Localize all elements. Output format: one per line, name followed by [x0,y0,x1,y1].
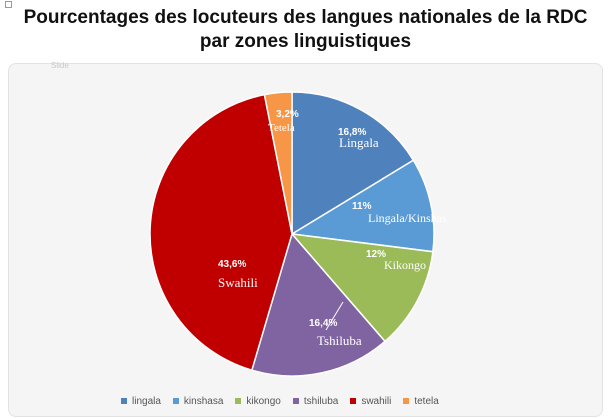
legend-item-kikongo: kikongo [235,395,281,407]
legend-label-tshiluba: tshiluba [303,395,339,407]
data-label-kikongo-percent: 12% [366,249,386,260]
selection-corner-handle [5,1,12,8]
pie-slices [149,91,435,377]
legend-swatch-kinshasa [172,398,179,404]
leader-line-tshiluba [325,301,344,331]
legend-swatch-lingala [121,398,127,404]
legend-label-tetela: tetela [414,395,439,407]
legend-item-kinshasa: kinshasa [172,395,224,407]
data-label-swahili-name: Swahili [218,275,258,290]
chart-title: Pourcentages des locuteurs des langues n… [0,6,611,54]
pie-slice-kinshasa [289,159,435,253]
pie-slice-tshiluba [250,232,387,377]
legend-swatch-swahili [350,398,357,404]
data-label-kinshasa-name: Lingala/Kinshas [368,211,447,225]
pie-slice-lingala [291,91,415,236]
data-label-tetela-percent: 3,2% [276,109,299,120]
data-label-kinshasa-percent: 11% [352,201,372,212]
pie-data-labels: 16,8%Lingala 11%Lingala/Kinshas 12%Kikongo… [218,109,447,348]
faint-watermark-label: Slide [51,61,69,70]
legend-label-kinshasa: kinshasa [183,395,224,407]
legend-swatch-tetela [403,398,410,404]
legend-item-tshiluba: tshiluba [292,395,339,407]
pie-slice-kikongo [290,233,434,343]
data-label-kikongo-name: Kikongo [384,258,426,272]
legend-label-swahili: swahili [361,395,392,407]
legend-item-swahili: swahili [350,396,391,407]
data-label-tetela-name: Tetela [268,122,295,134]
chart-title-line-2: par zones linguistiques [199,31,412,52]
pie-leader-lines [325,301,344,331]
legend-label-kikongo: kikongo [246,395,281,407]
legend-swatch-kikongo [235,398,242,404]
pie-slice-swahili [149,93,293,372]
data-label-tshiluba-percent: 16,4% [309,318,337,329]
chart-title-line-1: Pourcentages des locuteurs des langues n… [23,7,588,28]
data-label-swahili-percent: 43,6% [218,259,246,270]
legend-item-lingala: lingala [121,396,161,407]
data-label-lingala-percent: 16,8% [338,127,366,138]
legend-label-lingala: lingala [132,395,161,407]
pie-slice-tetela [263,91,293,235]
chart-legend: lingala kinshasa kikongo tshiluba swahili tet… [121,394,451,408]
data-label-lingala-name: Lingala [339,135,379,150]
data-label-tshiluba-name: Tshiluba [317,333,362,348]
legend-item-tetela: tetela [403,395,439,407]
legend-swatch-tshiluba [292,398,299,404]
